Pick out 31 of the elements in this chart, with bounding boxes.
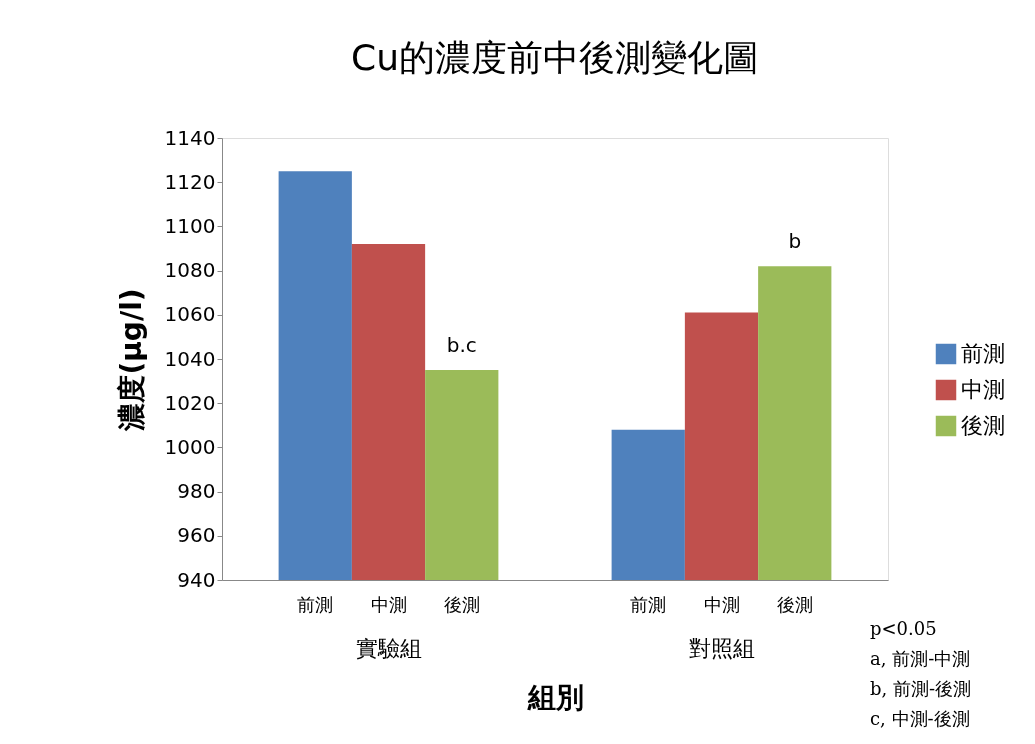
text: b, 前測-後測: [870, 678, 972, 699]
legend-label: 前測: [961, 341, 1005, 366]
annotation: b.c: [446, 333, 477, 358]
y-tick-label: 1140: [164, 125, 216, 150]
y-tick-label: 940: [177, 567, 216, 592]
text: c, 中測-後測: [870, 708, 970, 729]
text: 中測: [703, 594, 740, 615]
chart-title: Cu的濃度前中後測變化圖: [351, 37, 759, 78]
text: a, 前測-中測: [870, 648, 971, 669]
y-axis-title: 濃度(μg/l): [114, 288, 148, 432]
legend-label: 後測: [961, 413, 1005, 438]
y-tick-label: 1080: [164, 258, 216, 283]
text: 後測: [443, 594, 480, 615]
y-tick-label: 980: [177, 479, 216, 504]
annotation: b: [788, 229, 802, 254]
y-tick-label: 1040: [164, 346, 216, 371]
x-tick-label: 實驗組: [355, 635, 422, 661]
text: 後測: [776, 594, 813, 615]
y-tick-label: 1000: [164, 434, 216, 459]
text: 前測: [297, 594, 334, 615]
y-tick-label: 960: [177, 523, 216, 548]
y-tick-label: 1020: [164, 390, 216, 415]
text: 前測: [630, 594, 667, 615]
text: 中測: [370, 594, 407, 615]
text: p<0.05: [870, 618, 937, 639]
legend-label: 中測: [961, 377, 1005, 402]
y-tick-label: 1060: [164, 302, 216, 327]
y-tick-label: 1120: [164, 169, 216, 194]
y-tick-label: 1100: [164, 213, 216, 238]
x-axis-title: 組別: [526, 680, 584, 714]
x-tick-label: 對照組: [688, 635, 755, 661]
